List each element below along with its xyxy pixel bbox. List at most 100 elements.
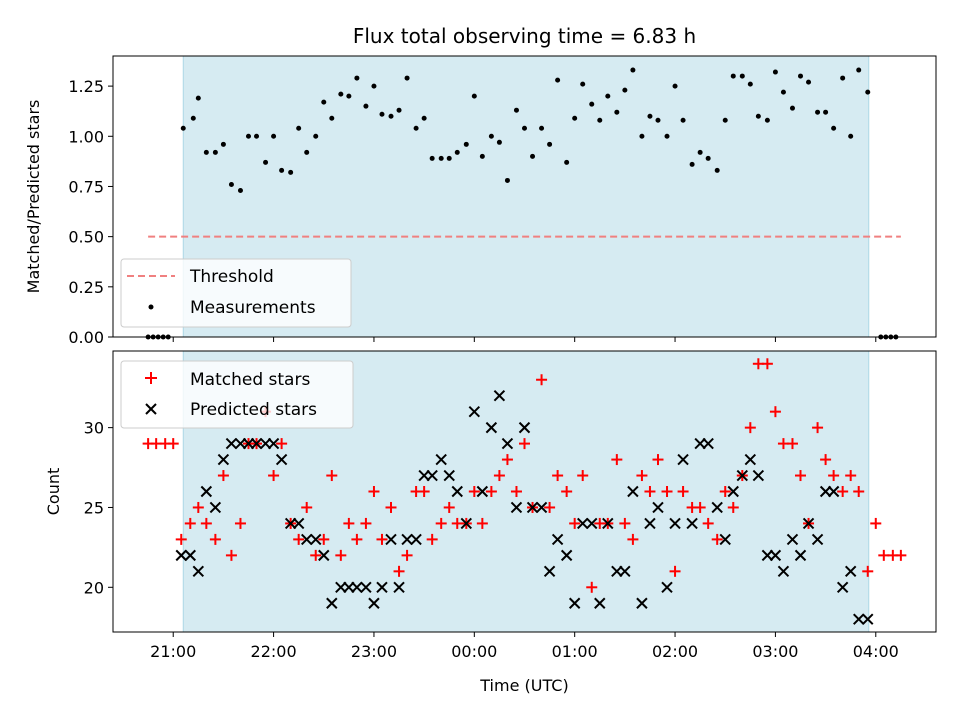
predicted-star-point	[769, 549, 782, 562]
measurement-point	[429, 155, 435, 161]
predicted-star-point	[627, 485, 639, 498]
matched-star-point	[694, 501, 706, 513]
measurement-point	[195, 95, 201, 101]
predicted-star-point	[451, 485, 463, 498]
bottom-x-tick-label: 03:00	[752, 642, 798, 661]
matched-star-point	[385, 501, 397, 513]
measurement-point	[689, 161, 695, 167]
matched-star-point	[468, 486, 480, 497]
predicted-star-point	[568, 597, 581, 609]
predicted-star-point	[468, 405, 481, 418]
measurement-point	[413, 125, 419, 131]
top-y-tick-label: 0.25	[68, 278, 104, 297]
measurement-point	[354, 75, 360, 81]
predicted-star-point	[217, 453, 230, 466]
matched-star-point	[335, 549, 347, 561]
predicted-star-point	[652, 501, 664, 514]
measurement-point	[831, 125, 837, 131]
top-plot-frame	[112, 55, 937, 338]
measurement-point	[479, 153, 485, 159]
predicted-star-point	[326, 597, 338, 609]
measurement-point	[346, 93, 352, 99]
predicted-star-point	[192, 565, 205, 578]
matched-star-point	[501, 454, 513, 466]
measurement-point	[605, 93, 611, 99]
matched-star-point	[167, 438, 179, 450]
matched-star-point	[544, 501, 556, 513]
measurement-point	[755, 113, 761, 119]
measurement-point	[630, 67, 636, 73]
legend-predicted-label: Predicted stars	[190, 400, 317, 420]
bottom-x-tick-label: 00:00	[451, 642, 497, 661]
predicted-star-point	[844, 565, 857, 578]
measurement-point	[203, 149, 209, 155]
predicted-star-point	[594, 597, 606, 609]
measurement-point	[363, 103, 369, 109]
predicted-star-point	[853, 613, 865, 625]
measurement-point	[228, 181, 234, 187]
predicted-star-point	[476, 485, 489, 498]
matched-star-point	[184, 517, 196, 529]
measurement-point	[254, 133, 260, 139]
measurement-point	[747, 81, 753, 87]
measurement-point	[680, 117, 686, 123]
measurement-point	[296, 125, 302, 131]
measurement-point	[555, 77, 561, 83]
bottom-x-tick-label: 04:00	[853, 642, 899, 661]
bottom-x-tick-label: 01:00	[552, 642, 598, 661]
matched-star-point	[318, 533, 330, 545]
predicted-star-point	[175, 549, 187, 562]
predicted-star-point	[669, 517, 681, 530]
predicted-star-point	[292, 517, 305, 530]
top-y-axis-label: Matched/Predicted stars	[24, 100, 43, 294]
top-x-ticks	[172, 337, 877, 342]
matched-star-point	[711, 533, 723, 545]
predicted-star-point	[485, 421, 498, 434]
measurement-point	[288, 169, 294, 175]
measurement-point	[655, 117, 661, 123]
matched-star-point	[619, 517, 631, 529]
measurement-point	[780, 89, 786, 95]
bottom-plot-frame	[112, 350, 937, 633]
matched-star-point	[644, 486, 656, 497]
measurement-point	[212, 149, 218, 155]
matched-star-point	[744, 422, 756, 434]
measurement-point	[504, 177, 510, 183]
predicted-star-point	[267, 437, 280, 450]
predicted-star-point	[862, 613, 874, 625]
measurement-point	[664, 133, 670, 139]
measurement-point	[446, 155, 452, 161]
matched-star-point	[828, 470, 840, 482]
predicted-star-point	[619, 565, 631, 578]
predicted-star-point	[318, 549, 330, 562]
predicted-star-point	[719, 533, 731, 546]
predicted-star-point	[551, 533, 564, 546]
matched-star-point	[837, 486, 849, 497]
predicted-star-point	[543, 565, 556, 578]
bottom-y-tick-label: 30	[84, 419, 104, 438]
matched-star-point	[870, 517, 882, 529]
predicted-star-point	[702, 437, 714, 450]
predicted-star-point	[752, 469, 765, 482]
measurement-point	[279, 167, 285, 173]
measurement-point	[463, 141, 469, 147]
predicted-star-point	[385, 533, 397, 546]
predicted-star-point	[602, 517, 614, 530]
predicted-star-point	[777, 565, 790, 578]
predicted-star-point	[401, 533, 413, 546]
measurement-point	[697, 149, 703, 155]
measurement-point	[454, 149, 460, 155]
top-legend-box	[120, 258, 352, 328]
matched-star-point	[217, 470, 229, 482]
predicted-star-point	[560, 549, 573, 562]
measurement-point	[572, 115, 578, 121]
matched-star-point	[577, 470, 589, 482]
measurement-point	[639, 133, 645, 139]
top-legend: Threshold Measurements	[120, 258, 352, 328]
predicted-star-point	[310, 533, 322, 546]
measurement-point	[496, 139, 502, 145]
matched-star-point	[418, 486, 430, 497]
matched-star-point	[586, 581, 598, 593]
matched-star-point	[820, 454, 832, 466]
measurement-point	[597, 117, 603, 123]
